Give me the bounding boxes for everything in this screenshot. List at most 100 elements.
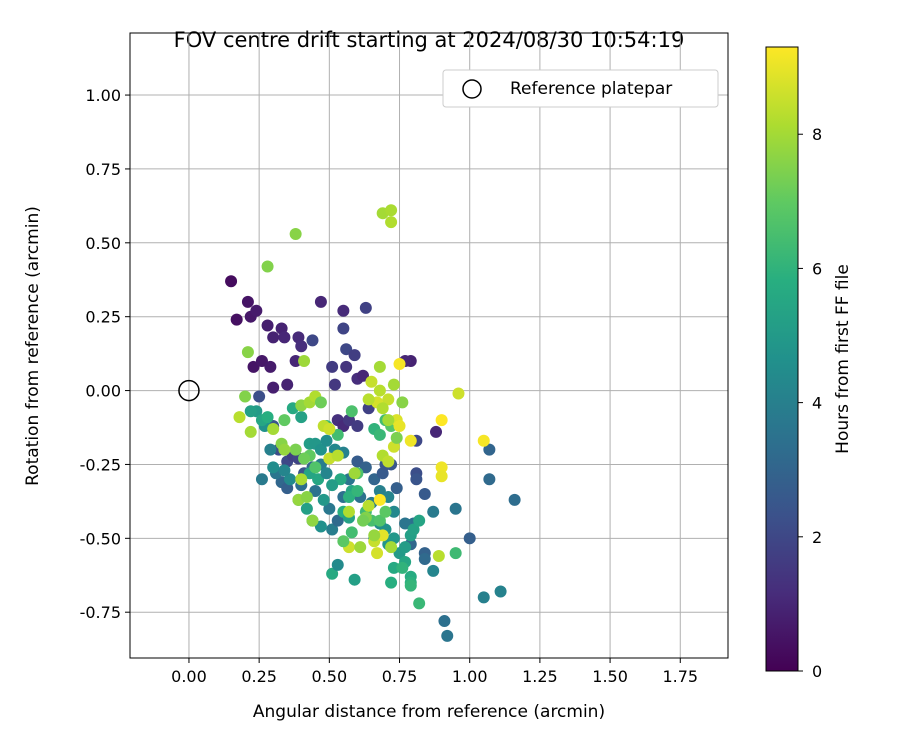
grid-lines [130, 33, 728, 658]
data-point [373, 428, 386, 441]
data-point [368, 529, 381, 542]
data-point [410, 473, 423, 486]
y-tick-label: 0.50 [85, 234, 121, 253]
data-point [404, 579, 417, 592]
data-point [387, 378, 400, 391]
y-tick-label: -0.25 [80, 455, 121, 474]
data-point [284, 473, 297, 486]
data-point [351, 455, 364, 468]
data-point [337, 535, 350, 548]
plot-frame [129, 32, 729, 659]
data-point [281, 378, 294, 391]
data-point [345, 526, 358, 539]
colorbar-tick-label: 6 [812, 259, 822, 278]
data-point [323, 502, 336, 515]
data-point [376, 529, 389, 542]
data-point [508, 493, 521, 506]
data-point [340, 343, 353, 356]
data-point [278, 331, 291, 344]
data-point [396, 561, 409, 574]
data-point [494, 585, 507, 598]
data-point [261, 260, 274, 273]
data-point [399, 541, 412, 554]
data-point [326, 567, 339, 580]
data-point [382, 414, 395, 427]
data-point [241, 346, 254, 359]
data-point [295, 340, 308, 353]
data-point [314, 396, 327, 409]
data-point [314, 520, 327, 533]
data-point [278, 443, 291, 456]
data-point [309, 485, 322, 498]
data-point [250, 304, 263, 317]
data-point [328, 378, 341, 391]
data-point [357, 514, 370, 527]
data-point [373, 384, 386, 397]
data-point [267, 461, 280, 474]
data-point [314, 295, 327, 308]
data-point [255, 355, 268, 368]
data-point [393, 420, 406, 433]
data-point [306, 514, 319, 527]
data-point [396, 396, 409, 409]
data-point [326, 523, 339, 536]
data-point [323, 422, 336, 435]
chart-title: FOV centre drift starting at 2024/08/30 … [174, 28, 685, 52]
data-point [264, 360, 277, 373]
data-point [340, 360, 353, 373]
data-point [351, 420, 364, 433]
data-point [387, 505, 400, 518]
data-point [449, 502, 462, 515]
data-point [385, 576, 398, 589]
data-point [413, 597, 426, 610]
data-point [317, 493, 330, 506]
data-point [261, 411, 274, 424]
data-point [320, 467, 333, 480]
data-point [342, 490, 355, 503]
colorbar-tick-label: 2 [812, 528, 822, 547]
data-point [253, 390, 266, 403]
data-point [387, 561, 400, 574]
data-point [376, 402, 389, 415]
data-point [295, 473, 308, 486]
data-point [390, 431, 403, 444]
data-point [331, 514, 344, 527]
data-point [441, 629, 454, 642]
data-point [255, 473, 268, 486]
data-point [244, 405, 257, 418]
data-point [278, 464, 291, 477]
data-point [331, 558, 344, 571]
data-point [385, 216, 398, 229]
data-point [241, 295, 254, 308]
data-point [385, 541, 398, 554]
legend: Reference platepar [442, 69, 719, 108]
data-point [362, 402, 375, 415]
legend-box [442, 69, 719, 108]
data-point [337, 322, 350, 335]
data-point [435, 461, 448, 474]
data-point [239, 390, 252, 403]
data-point [267, 422, 280, 435]
data-point [382, 393, 395, 406]
colorbar-label: Hours from first FF file [833, 264, 853, 454]
data-point [385, 204, 398, 217]
data-point [399, 517, 412, 530]
data-point [390, 482, 403, 495]
y-axis-label: Rotation from reference (arcmin) [23, 206, 43, 486]
data-point [427, 505, 440, 518]
data-point [289, 227, 302, 240]
data-point [373, 485, 386, 498]
data-point [334, 473, 347, 486]
data-point [354, 541, 367, 554]
colorbar-tick-label: 8 [812, 125, 822, 144]
data-point [373, 514, 386, 527]
data-point [483, 443, 496, 456]
x-tick-label: 1.50 [592, 667, 628, 686]
data-point [326, 479, 339, 492]
data-point [309, 461, 322, 474]
data-point [289, 443, 302, 456]
data-point [306, 334, 319, 347]
data-point [373, 360, 386, 373]
data-point [295, 411, 308, 424]
data-point [351, 485, 364, 498]
